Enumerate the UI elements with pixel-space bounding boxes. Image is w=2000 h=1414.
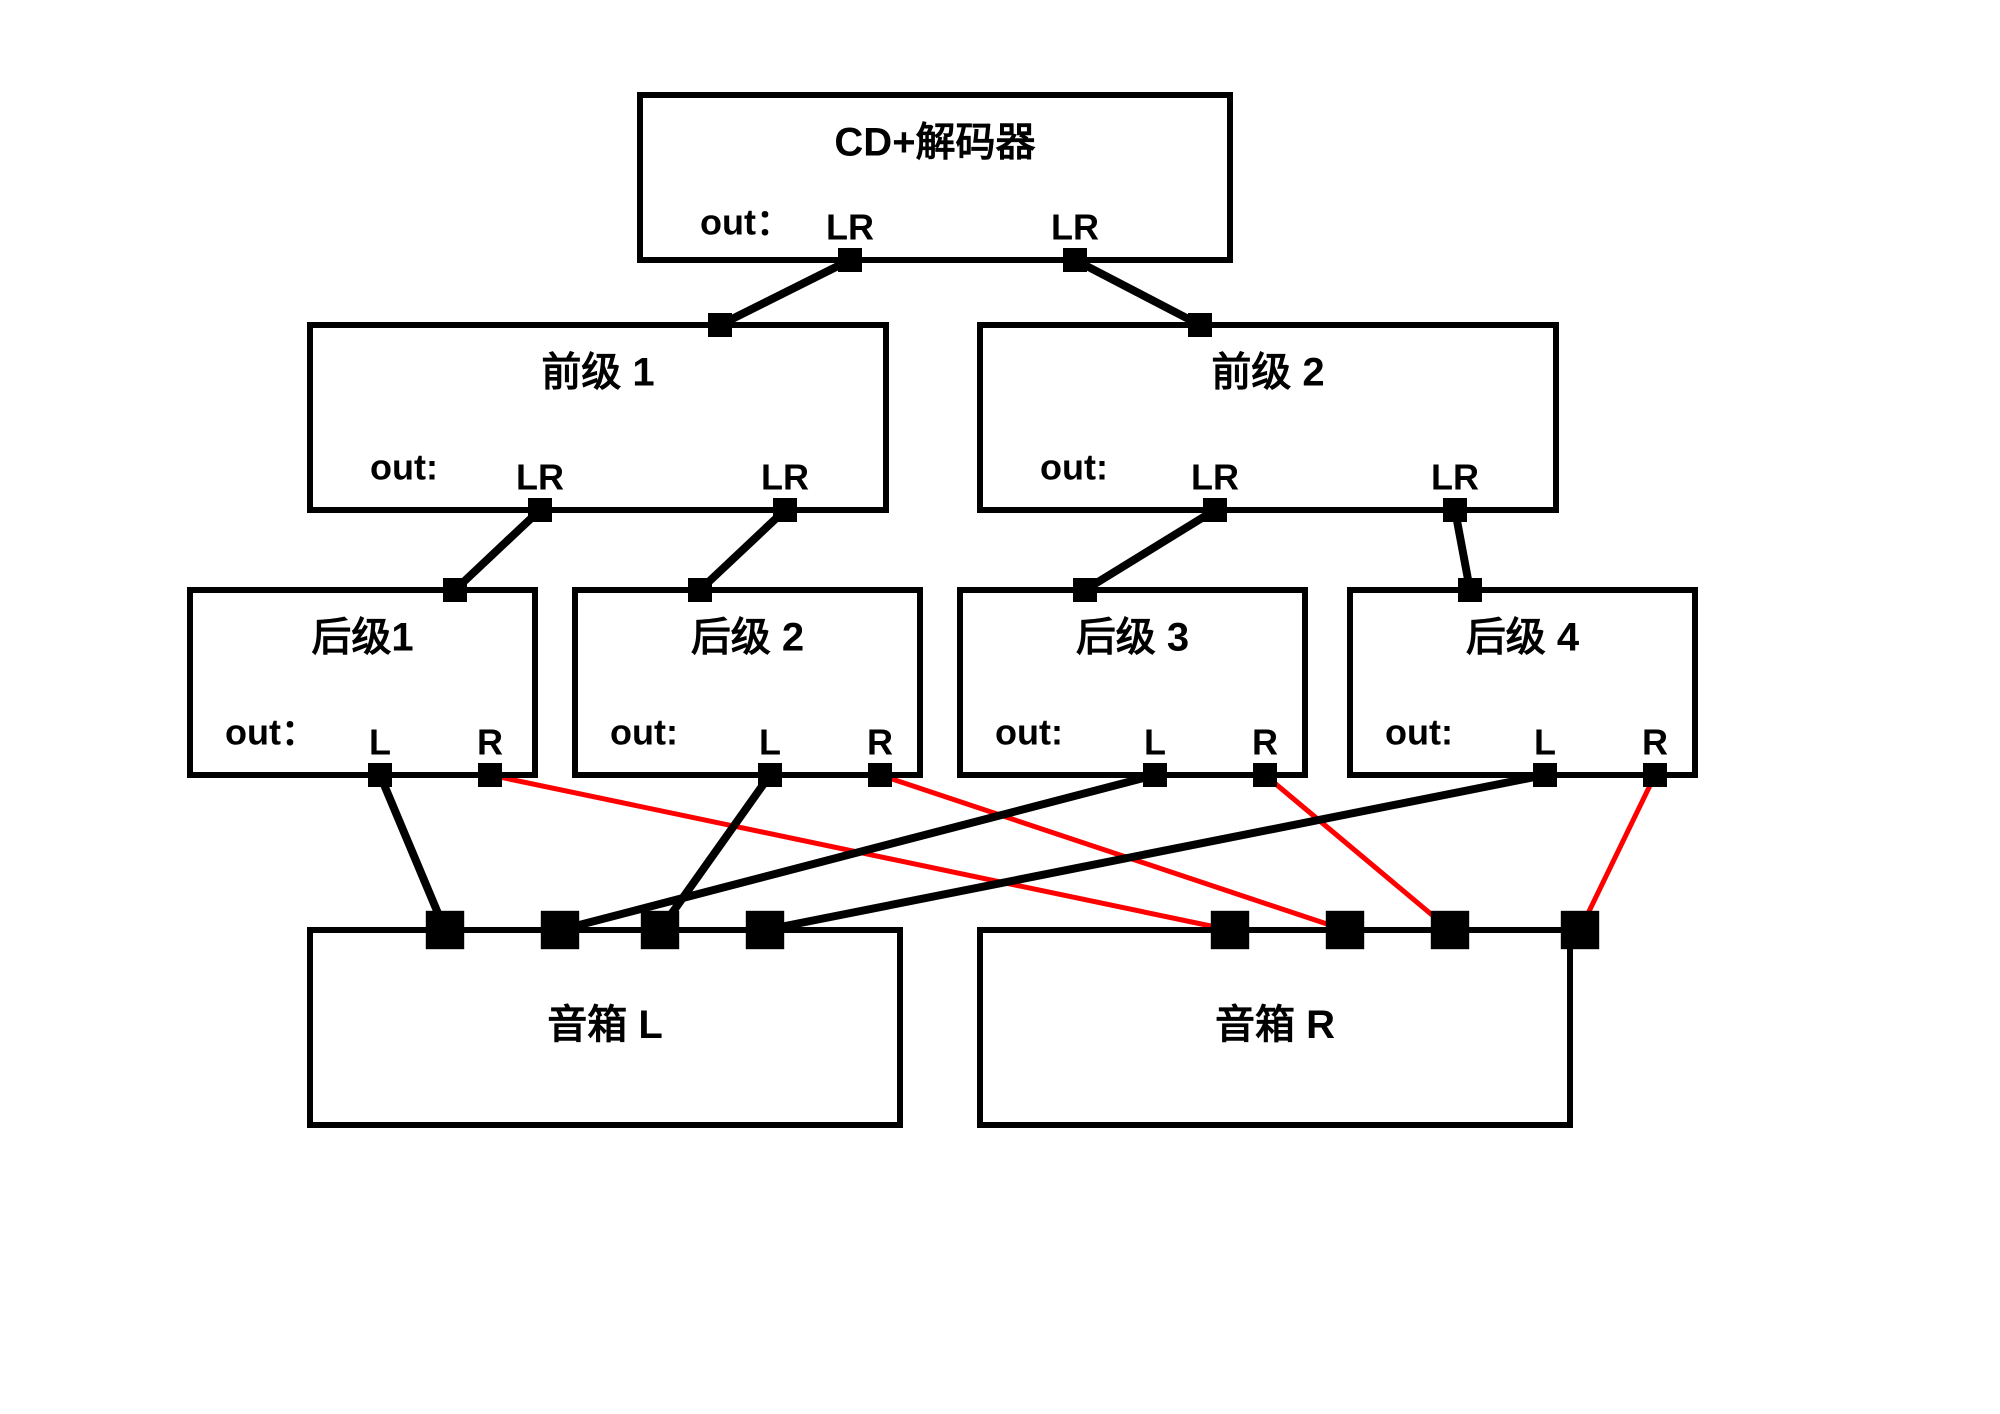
in-port <box>708 313 732 337</box>
node-title: 音箱 R <box>1215 1003 1335 1047</box>
edge <box>1085 510 1215 590</box>
node-spkL: 音箱 L <box>310 911 900 1125</box>
port-label: LR <box>1431 457 1479 498</box>
edge <box>455 510 540 590</box>
port-label: LR <box>761 457 809 498</box>
port-label: L <box>1534 722 1556 763</box>
in-port <box>1458 578 1482 602</box>
port-label: L <box>1144 722 1166 763</box>
out-port <box>838 248 862 272</box>
in-port <box>641 911 679 949</box>
node-amp1: 后级1 out： L R <box>190 578 535 787</box>
edge <box>1075 260 1200 325</box>
out-port <box>368 763 392 787</box>
port-label: R <box>867 722 893 763</box>
out-label: out: <box>610 712 678 753</box>
in-port <box>746 911 784 949</box>
in-port <box>443 578 467 602</box>
node-title: 前级 2 <box>1211 351 1324 395</box>
in-port <box>1431 911 1469 949</box>
node-amp2: 后级 2 out: L R <box>575 578 920 787</box>
out-label: out: <box>370 447 438 488</box>
port-label: R <box>1252 722 1278 763</box>
edge <box>380 775 445 930</box>
in-port <box>1188 313 1212 337</box>
node-cd: CD+解码器 out： LR LR <box>640 95 1230 272</box>
out-label: out: <box>995 712 1063 753</box>
node-spkR: 音箱 R <box>980 911 1599 1125</box>
edge <box>765 775 1545 930</box>
out-label: out: <box>1040 447 1108 488</box>
node-title: 后级 3 <box>1076 616 1189 660</box>
edge <box>700 510 785 590</box>
node-pre2: 前级 2 out: LR LR <box>980 313 1556 522</box>
node-amp4: 后级 4 out: L R <box>1350 578 1695 787</box>
port-label: R <box>1642 722 1668 763</box>
out-label: out: <box>1385 712 1453 753</box>
port-label: R <box>477 722 503 763</box>
port-label: L <box>369 722 391 763</box>
out-port <box>528 498 552 522</box>
in-port <box>426 911 464 949</box>
out-port <box>1443 498 1467 522</box>
node-amp3: 后级 3 out: L R <box>960 578 1305 787</box>
out-port <box>868 763 892 787</box>
out-port <box>478 763 502 787</box>
out-port <box>773 498 797 522</box>
edge <box>560 775 1155 930</box>
out-label: out： <box>700 202 792 243</box>
in-port <box>688 578 712 602</box>
in-port <box>541 911 579 949</box>
node-title: 音箱 L <box>547 1003 663 1047</box>
port-label: LR <box>1051 207 1099 248</box>
edge <box>1580 775 1655 930</box>
node-title: 后级1 <box>311 616 413 660</box>
in-port <box>1073 578 1097 602</box>
port-label: LR <box>516 457 564 498</box>
node-title: 前级 1 <box>541 351 654 395</box>
in-port <box>1561 911 1599 949</box>
nodes-layer: CD+解码器out：LRLR前级 1out:LRLR前级 2out:LRLR后级… <box>190 95 1695 1125</box>
edge <box>720 260 850 325</box>
in-port <box>1211 911 1249 949</box>
edge <box>660 775 770 930</box>
port-label: LR <box>1191 457 1239 498</box>
out-port <box>1253 763 1277 787</box>
out-port <box>758 763 782 787</box>
in-port <box>1326 911 1364 949</box>
port-label: L <box>759 722 781 763</box>
out-port <box>1143 763 1167 787</box>
out-port <box>1203 498 1227 522</box>
out-port <box>1643 763 1667 787</box>
node-title: 后级 4 <box>1466 616 1580 660</box>
node-title: 后级 2 <box>691 616 804 660</box>
audio-routing-diagram: CD+解码器out：LRLR前级 1out:LRLR前级 2out:LRLR后级… <box>0 0 2000 1414</box>
node-pre1: 前级 1 out: LR LR <box>310 313 886 522</box>
node-title: CD+解码器 <box>834 121 1036 165</box>
out-port <box>1533 763 1557 787</box>
out-port <box>1063 248 1087 272</box>
out-label: out： <box>225 712 317 753</box>
port-label: LR <box>826 207 874 248</box>
